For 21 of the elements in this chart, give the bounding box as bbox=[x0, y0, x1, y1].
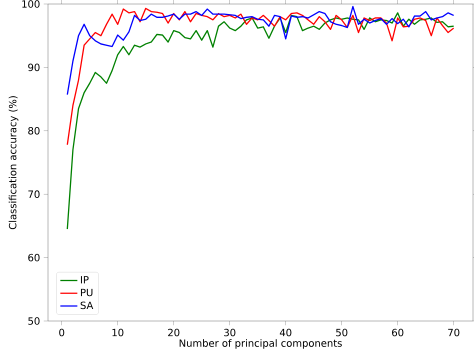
y-axis-title: Classification accuracy (%) bbox=[8, 96, 18, 230]
legend-label: SA bbox=[80, 302, 94, 310]
x-tick-label: 70 bbox=[448, 328, 460, 336]
x-tick-label: 50 bbox=[336, 328, 348, 336]
y-tick-label: 70 bbox=[28, 190, 40, 198]
y-tick-label: 80 bbox=[28, 127, 40, 135]
x-tick-label: 20 bbox=[168, 328, 180, 336]
y-tick-label: 50 bbox=[28, 317, 40, 325]
y-tick-label: 60 bbox=[28, 254, 40, 262]
x-tick-label: 10 bbox=[112, 328, 124, 336]
x-tick-label: 30 bbox=[224, 328, 236, 336]
y-tick-label: 100 bbox=[22, 0, 40, 8]
x-axis-title: Number of principal components bbox=[180, 339, 342, 349]
legend-label: PU bbox=[80, 288, 92, 296]
y-tick-label: 90 bbox=[28, 64, 40, 72]
line-series bbox=[66, 8, 454, 146]
x-tick-label: 0 bbox=[59, 328, 64, 336]
line-series bbox=[66, 12, 454, 230]
x-tick-label: 60 bbox=[392, 328, 404, 336]
legend-label: IP bbox=[80, 276, 89, 284]
x-tick-label: 40 bbox=[280, 328, 292, 336]
